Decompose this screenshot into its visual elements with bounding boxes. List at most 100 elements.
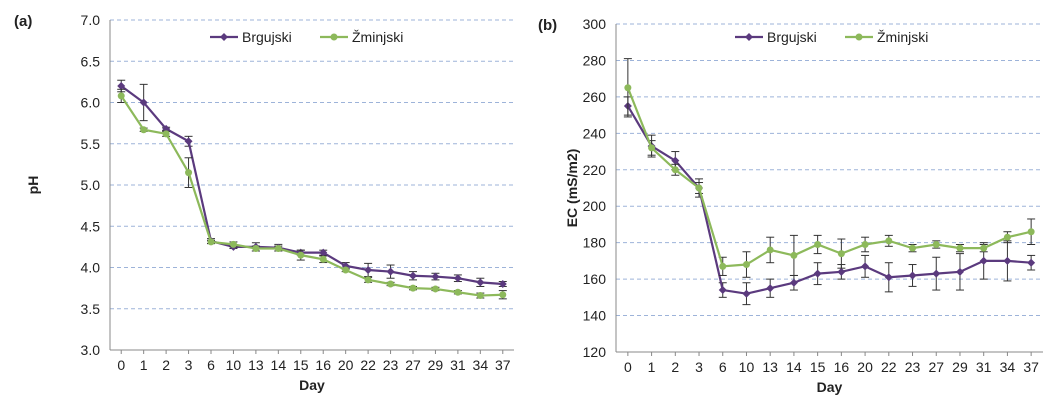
- x-tick-label: 16: [315, 357, 331, 373]
- x-tick-label: 37: [1023, 359, 1039, 375]
- series-line: [626, 105, 1032, 295]
- data-point: [624, 84, 632, 92]
- data-point: [342, 266, 350, 274]
- y-tick-label: 6.0: [81, 95, 101, 111]
- chart-panel-a: 3.03.54.04.55.05.56.06.57.00 1 2 3 6 10 13 14 15…: [14, 12, 514, 393]
- x-axis-title: Day: [817, 379, 843, 395]
- legend-marker: [220, 33, 228, 41]
- data-point: [297, 251, 305, 259]
- data-point: [431, 285, 439, 293]
- legend: Brgujski Žminjski: [210, 29, 403, 45]
- data-point: [648, 144, 656, 152]
- data-point: [718, 286, 727, 295]
- x-tick-label: 29: [952, 359, 968, 375]
- data-point: [790, 251, 798, 259]
- y-tick-label: 240: [583, 125, 607, 141]
- legend-marker: [330, 33, 338, 41]
- y-tick-label: 200: [583, 198, 607, 214]
- data-point: [671, 156, 680, 165]
- data-point: [956, 244, 964, 252]
- data-point: [695, 184, 703, 192]
- panel-label: (a): [14, 13, 32, 30]
- x-tick-label: 13: [248, 357, 264, 373]
- x-tick-label: 15: [293, 357, 309, 373]
- data-point: [162, 130, 170, 138]
- x-tick-label: 34: [1000, 359, 1016, 375]
- x-tick-label: 29: [428, 357, 444, 373]
- data-point: [979, 256, 988, 265]
- y-tick-label: 4.0: [81, 260, 101, 276]
- x-tick-label: 3: [185, 357, 193, 373]
- x-tick-label: 20: [338, 357, 354, 373]
- x-tick-label: 23: [905, 359, 921, 375]
- data-point: [140, 126, 148, 134]
- x-tick-label: 2: [162, 357, 170, 373]
- data-point: [980, 244, 988, 252]
- data-point: [454, 288, 462, 296]
- data-point: [837, 267, 846, 276]
- data-point: [742, 261, 750, 269]
- x-tick-label: 6: [719, 359, 727, 375]
- data-point: [409, 284, 417, 292]
- y-axis-title: EC (mS/m2): [564, 149, 580, 228]
- data-point: [814, 240, 822, 248]
- data-point: [742, 289, 751, 298]
- panel-label: (b): [538, 17, 557, 34]
- x-tick-label: 0: [117, 357, 125, 373]
- y-tick-label: 260: [583, 89, 607, 105]
- data-point: [117, 82, 126, 90]
- data-point: [274, 245, 282, 253]
- x-tick-label: 15: [810, 359, 826, 375]
- data-point: [229, 240, 237, 248]
- data-point: [909, 244, 917, 252]
- data-point: [789, 278, 798, 287]
- data-point: [955, 267, 964, 276]
- x-tick-label: 1: [648, 359, 656, 375]
- x-tick-label: 23: [383, 357, 399, 373]
- data-point: [387, 280, 395, 288]
- series-zminjski: [623, 58, 1036, 278]
- x-tick-label: 22: [360, 357, 376, 373]
- x-tick-label: 27: [405, 357, 421, 373]
- series-line: [120, 95, 503, 297]
- y-tick-label: 300: [583, 16, 607, 32]
- x-tick-label: 27: [928, 359, 944, 375]
- legend-marker: [855, 33, 863, 41]
- data-point: [932, 240, 940, 248]
- data-point: [813, 269, 822, 278]
- x-tick-label: 6: [207, 357, 215, 373]
- x-tick-label: 31: [450, 357, 466, 373]
- y-tick-label: 7.0: [81, 12, 101, 28]
- data-point: [1003, 256, 1012, 265]
- data-point: [364, 265, 373, 274]
- x-tick-label: 34: [473, 357, 489, 373]
- y-tick-label: 3.5: [81, 301, 101, 317]
- data-point: [476, 292, 484, 300]
- x-tick-label: 14: [786, 359, 802, 375]
- legend: Brgujski Žminjski: [735, 29, 928, 45]
- data-point: [671, 166, 679, 174]
- x-tick-label: 10: [739, 359, 755, 375]
- data-point: [319, 248, 328, 257]
- y-tick-label: 6.5: [81, 53, 101, 69]
- data-point: [185, 169, 193, 177]
- data-point: [431, 272, 440, 281]
- series-line: [626, 87, 1032, 268]
- x-tick-label: 3: [695, 359, 703, 375]
- y-tick-label: 120: [583, 344, 607, 360]
- y-tick-label: 5.5: [81, 136, 101, 152]
- data-point: [409, 271, 417, 280]
- data-point: [364, 276, 372, 284]
- y-axis-title: pH: [25, 176, 41, 195]
- data-point: [885, 237, 893, 245]
- data-point: [1003, 233, 1011, 241]
- data-point: [117, 92, 125, 100]
- x-tick-label: 22: [881, 359, 897, 375]
- x-tick-label: 0: [624, 359, 632, 375]
- legend-marker: [745, 33, 753, 41]
- legend-label: Žminjski: [352, 29, 403, 45]
- x-tick-label: 14: [271, 357, 287, 373]
- legend-label: Brgujski: [242, 29, 292, 45]
